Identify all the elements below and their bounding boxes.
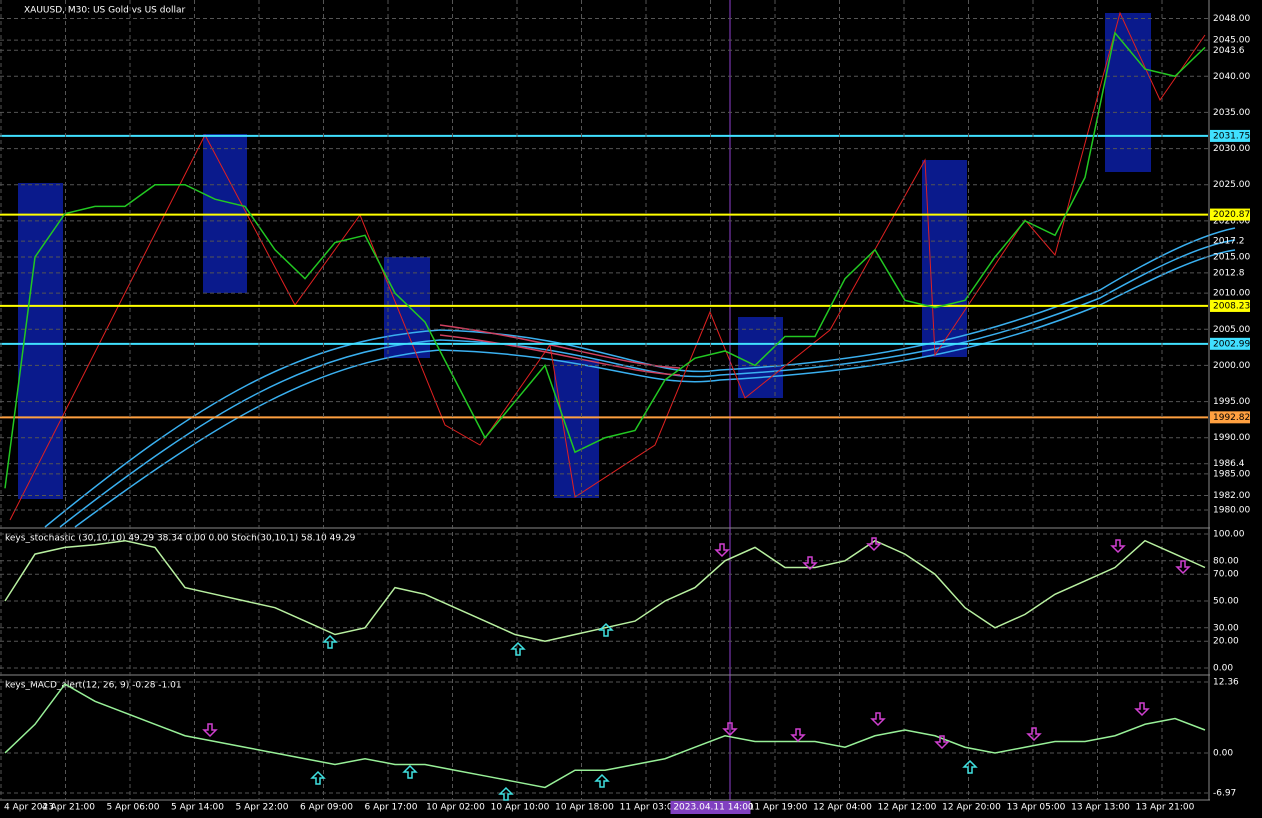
x-tick-label: 11 Apr 03:00 xyxy=(620,803,679,813)
ma xyxy=(44,227,1236,528)
series-line xyxy=(4,539,1206,642)
y-tick-label: 70.00 xyxy=(1213,570,1239,580)
x-tick-label: 12 Apr 04:00 xyxy=(813,803,872,813)
y-tick-label: 0.00 xyxy=(1213,664,1233,674)
y-tick-label: 2000.00 xyxy=(1213,361,1250,371)
buy-arrow xyxy=(322,634,338,649)
sell-arrow xyxy=(790,728,806,743)
y-tick-label: 2015.00 xyxy=(1213,253,1250,263)
x-tick-label: 4 Apr 21:00 xyxy=(42,803,95,813)
x-tick-label: 5 Apr 06:00 xyxy=(107,803,160,813)
x-tick-label: 5 Apr 14:00 xyxy=(171,803,224,813)
zone xyxy=(18,183,63,499)
sell-arrow xyxy=(714,543,730,558)
y-tick-label: 30.00 xyxy=(1213,623,1239,633)
y-tick-label: 2012.8 xyxy=(1213,268,1245,278)
y-tick-label: -6.97 xyxy=(1213,789,1236,799)
y-tick-label: 2035.00 xyxy=(1213,108,1250,118)
x-tick-label: 10 Apr 18:00 xyxy=(555,803,614,813)
sell-arrow xyxy=(1175,560,1191,575)
level-label: 2031.75 xyxy=(1213,131,1250,141)
y-tick-label: 2048.00 xyxy=(1213,14,1250,24)
y-tick-label: 2005.00 xyxy=(1213,325,1250,335)
x-tick-label: 10 Apr 02:00 xyxy=(426,803,485,813)
x-tick-label: 13 Apr 13:00 xyxy=(1071,803,1130,813)
sell-arrow xyxy=(934,735,950,750)
level-tag xyxy=(1210,208,1250,221)
buy-arrow xyxy=(962,759,978,774)
sell-arrow xyxy=(1026,727,1042,742)
y-tick-label: 1990.00 xyxy=(1213,433,1250,443)
level-label: 2002.99 xyxy=(1213,339,1250,349)
sell-arrow xyxy=(202,723,218,738)
ma xyxy=(439,334,681,376)
level-tag xyxy=(1210,299,1250,312)
series-line xyxy=(4,31,1206,489)
level-label: 2020.87 xyxy=(1213,210,1250,220)
buy-arrow xyxy=(402,764,418,779)
level-label: 2008.23 xyxy=(1213,301,1250,311)
y-tick-label: 2040.00 xyxy=(1213,72,1250,82)
level-tag xyxy=(1210,411,1250,424)
sell-arrow xyxy=(722,722,738,737)
y-tick-label: 20.00 xyxy=(1213,637,1239,647)
x-tick-label: 10 Apr 10:00 xyxy=(491,803,550,813)
ma xyxy=(59,239,1236,528)
x-tick-label: 13 Apr 05:00 xyxy=(1007,803,1066,813)
y-tick-label: 2045.00 xyxy=(1213,36,1250,46)
x-tick-label: 12 Apr 20:00 xyxy=(942,803,1001,813)
x-tick-label: 13 Apr 21:00 xyxy=(1136,803,1195,813)
y-tick-label: 12.36 xyxy=(1213,678,1239,688)
sell-arrow xyxy=(866,537,882,552)
y-tick-label: 50.00 xyxy=(1213,597,1239,607)
zone xyxy=(203,134,247,293)
sell-arrow xyxy=(1110,539,1126,554)
level-tag xyxy=(1210,337,1250,350)
y-tick-label: 80.00 xyxy=(1213,556,1239,566)
sell-arrow xyxy=(802,556,818,571)
y-tick-label: 1986.4 xyxy=(1213,459,1245,469)
series-line xyxy=(4,683,1206,789)
zone xyxy=(554,360,599,498)
y-tick-label: 100.00 xyxy=(1213,530,1245,540)
y-tick-label: 2017.2 xyxy=(1213,237,1245,247)
y-tick-label: 1985.00 xyxy=(1213,469,1250,479)
x-tick-label: 4 Apr 2023 xyxy=(4,803,54,813)
x-tick-label: 5 Apr 22:00 xyxy=(236,803,289,813)
y-tick-label: 2010.00 xyxy=(1213,289,1250,299)
y-tick-label: 2025.00 xyxy=(1213,180,1250,190)
y-tick-label: 1980.00 xyxy=(1213,506,1250,516)
ma xyxy=(439,324,681,369)
zone xyxy=(922,160,967,357)
y-tick-label: 1995.00 xyxy=(1213,397,1250,407)
ma xyxy=(74,249,1236,528)
y-tick-label: 2020.00 xyxy=(1213,216,1250,226)
y-tick-label: 0.00 xyxy=(1213,748,1233,758)
panel-title: keys_stochastic (30,10,10) 49.29 38.34 0… xyxy=(5,534,356,544)
sell-arrow xyxy=(1134,702,1150,717)
buy-arrow xyxy=(594,773,610,788)
panel-title: keys_MACD_alert(12, 26, 9) -0.28 -1.01 xyxy=(5,681,182,691)
chart-title: XAUUSD, M30: US Gold vs US dollar xyxy=(24,6,185,16)
sell-arrow xyxy=(870,712,886,727)
x-tick-label: 2023.04.11 14:00 xyxy=(673,803,754,813)
level-tag xyxy=(1210,129,1250,142)
buy-arrow xyxy=(598,622,614,637)
level-label: 1992.82 xyxy=(1213,413,1250,423)
y-tick-label: 2030.00 xyxy=(1213,144,1250,154)
x-tick-label: 6 Apr 17:00 xyxy=(365,803,418,813)
buy-arrow xyxy=(498,786,514,801)
x-tick-label: 6 Apr 09:00 xyxy=(300,803,353,813)
y-tick-label: 1982.00 xyxy=(1213,491,1250,501)
zones xyxy=(18,13,1151,499)
y-tick-label: 2043.6 xyxy=(1213,46,1245,56)
buy-arrow xyxy=(510,641,526,656)
x-tick-label: 11 Apr 19:00 xyxy=(749,803,808,813)
buy-arrow xyxy=(310,770,326,785)
cursor-tag xyxy=(670,801,751,814)
x-tick-label: 12 Apr 12:00 xyxy=(878,803,937,813)
